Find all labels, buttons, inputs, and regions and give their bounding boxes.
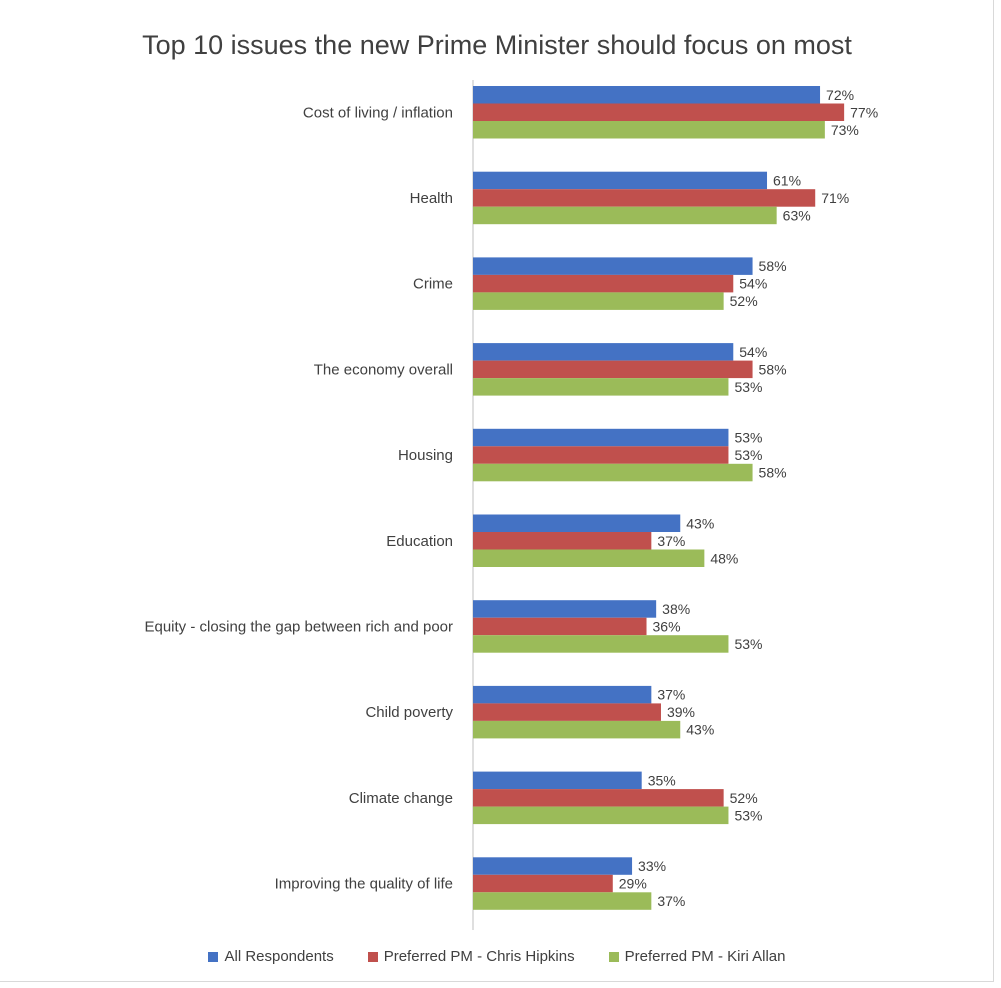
data-label: 53% [734, 379, 762, 395]
data-label: 63% [783, 207, 811, 223]
legend-swatch [367, 951, 378, 962]
bar [473, 703, 661, 721]
category-label: Improving the quality of life [275, 876, 453, 893]
legend-label: Preferred PM - Kiri Allan [624, 948, 786, 965]
category-label: Health [410, 190, 453, 207]
bar [473, 874, 613, 893]
bar [473, 806, 729, 825]
category-label: Child poverty [365, 704, 453, 721]
bar [473, 892, 652, 910]
data-label: 58% [759, 361, 787, 377]
bar [473, 343, 734, 361]
category-label: Crime [413, 276, 453, 293]
data-label: 71% [821, 190, 849, 206]
data-label: 52% [730, 293, 758, 309]
legend-item: Preferred PM - Chris Hipkins [367, 948, 575, 965]
bar [473, 446, 729, 464]
bar [473, 463, 753, 482]
legend-swatch [608, 951, 619, 962]
bar [473, 514, 681, 532]
chart-legend: All Respondents Preferred PM - Chris Hipk… [0, 948, 994, 965]
category-label: Cost of living / inflation [303, 104, 453, 121]
data-label: 58% [759, 258, 787, 274]
bar [473, 189, 816, 207]
data-label: 43% [686, 722, 714, 738]
category-label: Equity - closing the gap between rich an… [144, 618, 453, 635]
bar [473, 771, 642, 790]
data-label: 58% [759, 465, 787, 481]
data-label: 53% [734, 447, 762, 463]
bar [473, 635, 729, 653]
data-label: 48% [710, 550, 738, 566]
data-label: 29% [619, 876, 647, 892]
data-label: 43% [686, 515, 714, 531]
legend-item: All Respondents [208, 948, 334, 965]
bar [473, 789, 724, 807]
bar [473, 292, 724, 310]
bar [473, 171, 768, 190]
data-label: 35% [648, 772, 676, 788]
data-label: 53% [734, 636, 762, 652]
data-label: 54% [739, 344, 767, 360]
data-label: 37% [657, 687, 685, 703]
bar [473, 360, 753, 379]
data-label: 73% [831, 122, 859, 138]
bar [473, 720, 681, 739]
legend-label: Preferred PM - Chris Hipkins [383, 948, 575, 965]
data-label: 52% [730, 790, 758, 806]
bar [473, 378, 729, 396]
bar [473, 428, 729, 447]
data-label: 39% [667, 704, 695, 720]
legend-label: All Respondents [224, 948, 334, 965]
category-label: Education [386, 533, 453, 550]
data-label: 72% [826, 87, 854, 103]
chart-title: Top 10 issues the new Prime Minister sho… [142, 30, 852, 60]
category-label: The economy overall [314, 361, 453, 378]
bar [473, 274, 734, 293]
data-label: 53% [734, 430, 762, 446]
data-label: 61% [773, 172, 801, 188]
bar [473, 617, 647, 636]
bar [473, 257, 753, 275]
data-label: 53% [734, 807, 762, 823]
data-label: 36% [653, 618, 681, 634]
data-label: 33% [638, 858, 666, 874]
bar [473, 206, 777, 225]
data-label: 37% [657, 533, 685, 549]
bar [473, 532, 652, 550]
bar [473, 857, 633, 875]
data-label: 38% [662, 601, 690, 617]
bar-chart: Cost of living / inflation 72%77% 73% Healt… [144, 80, 878, 930]
bar [473, 685, 652, 704]
legend-swatch [208, 951, 219, 962]
legend-item: Preferred PM - Kiri Allan [608, 948, 786, 965]
bar [473, 121, 825, 139]
data-label: 54% [739, 276, 767, 292]
bar [473, 549, 705, 567]
data-label: 77% [850, 104, 878, 120]
category-label: Climate change [349, 790, 453, 807]
bar [473, 86, 821, 104]
bar [473, 103, 845, 121]
data-label: 37% [657, 893, 685, 909]
bar [473, 600, 657, 618]
category-label: Housing [398, 447, 453, 464]
